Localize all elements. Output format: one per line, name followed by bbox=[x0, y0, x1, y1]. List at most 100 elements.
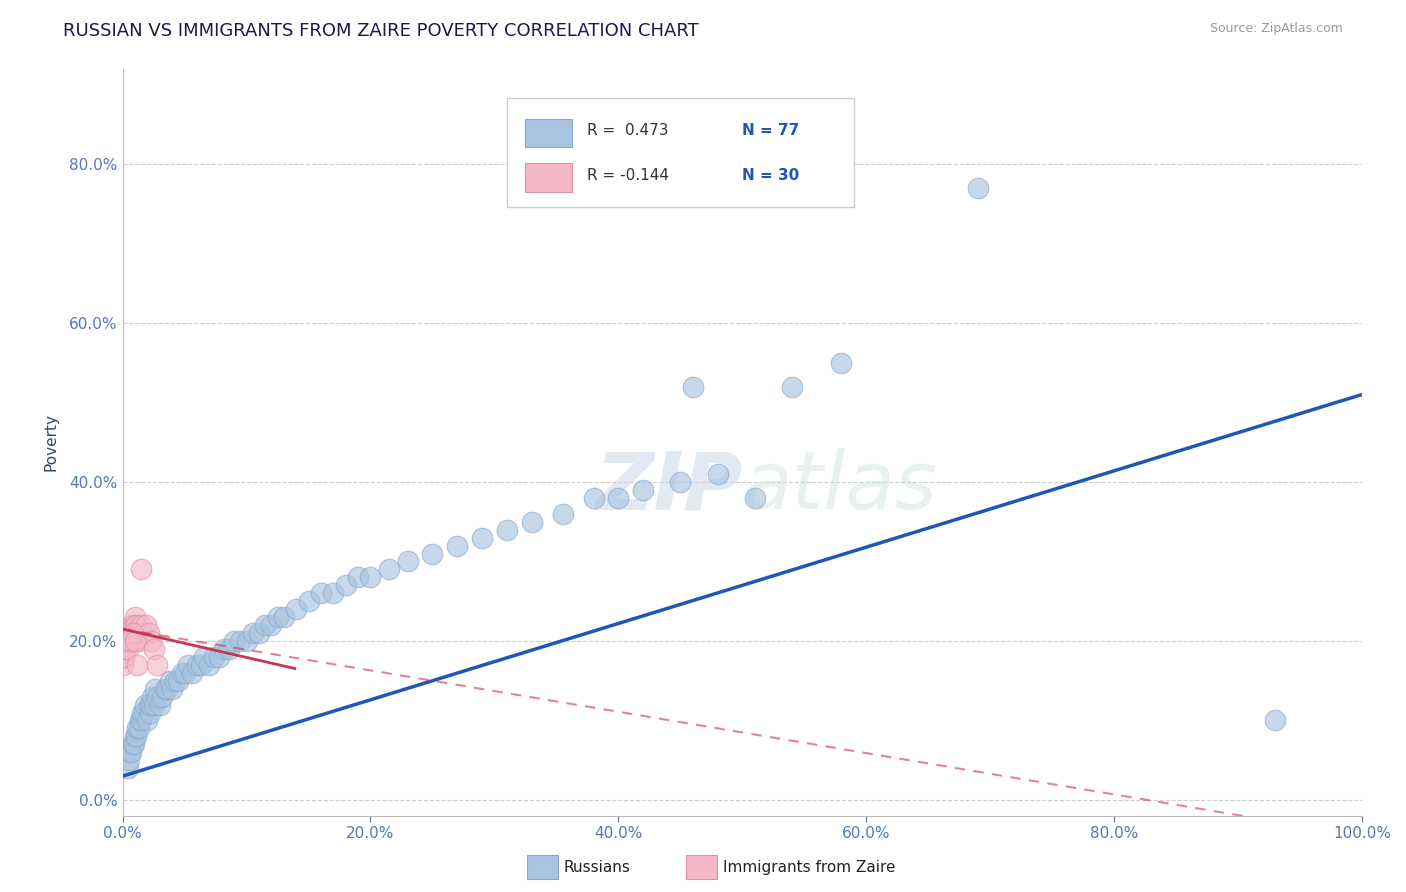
Point bbox=[309, 586, 332, 600]
Point bbox=[131, 706, 153, 720]
Point bbox=[153, 681, 176, 696]
Point bbox=[347, 570, 370, 584]
Point bbox=[115, 634, 138, 648]
Point bbox=[193, 649, 215, 664]
Point bbox=[127, 657, 149, 672]
Point bbox=[446, 539, 468, 553]
Point bbox=[159, 673, 181, 688]
Point bbox=[495, 523, 517, 537]
Point bbox=[202, 649, 225, 664]
Point bbox=[273, 610, 295, 624]
Point bbox=[208, 649, 231, 664]
Point bbox=[136, 714, 159, 728]
Point bbox=[132, 626, 155, 640]
Point bbox=[121, 626, 143, 640]
Point bbox=[669, 475, 692, 489]
Point bbox=[118, 626, 141, 640]
Point bbox=[966, 181, 988, 195]
Point bbox=[138, 698, 160, 712]
Point bbox=[122, 618, 145, 632]
Point bbox=[218, 642, 240, 657]
Point bbox=[186, 657, 208, 672]
Point bbox=[124, 634, 146, 648]
Point bbox=[120, 618, 142, 632]
Point bbox=[160, 681, 183, 696]
Point bbox=[129, 618, 152, 632]
Text: RUSSIAN VS IMMIGRANTS FROM ZAIRE POVERTY CORRELATION CHART: RUSSIAN VS IMMIGRANTS FROM ZAIRE POVERTY… bbox=[63, 22, 699, 40]
Point bbox=[118, 753, 141, 767]
Point bbox=[396, 554, 419, 568]
Text: N = 30: N = 30 bbox=[742, 168, 800, 183]
Point bbox=[117, 634, 139, 648]
Point bbox=[190, 657, 212, 672]
Point bbox=[167, 673, 190, 688]
Point bbox=[118, 626, 141, 640]
FancyBboxPatch shape bbox=[506, 98, 853, 207]
Text: ZIP: ZIP bbox=[595, 448, 742, 526]
Point bbox=[127, 626, 149, 640]
Point bbox=[124, 610, 146, 624]
Point bbox=[235, 634, 257, 648]
Text: atlas: atlas bbox=[742, 448, 936, 526]
Point bbox=[112, 649, 135, 664]
Point bbox=[247, 626, 270, 640]
Point bbox=[335, 578, 357, 592]
Point bbox=[118, 745, 141, 759]
Point bbox=[780, 379, 803, 393]
Point bbox=[631, 483, 654, 497]
Point bbox=[121, 737, 143, 751]
Bar bbox=[526, 119, 572, 147]
Point bbox=[122, 737, 145, 751]
Point bbox=[132, 706, 155, 720]
Point bbox=[149, 698, 172, 712]
Point bbox=[181, 665, 204, 680]
Point bbox=[607, 491, 630, 505]
Point bbox=[138, 626, 160, 640]
Point bbox=[422, 547, 444, 561]
Point bbox=[163, 673, 186, 688]
Point bbox=[146, 690, 169, 704]
Point bbox=[128, 634, 150, 648]
Point bbox=[551, 507, 574, 521]
Point bbox=[129, 714, 152, 728]
Point bbox=[744, 491, 766, 505]
Point bbox=[115, 634, 138, 648]
Point bbox=[125, 730, 148, 744]
Point bbox=[285, 602, 308, 616]
Point bbox=[112, 649, 135, 664]
Point bbox=[150, 690, 173, 704]
Point bbox=[114, 642, 136, 657]
Point bbox=[378, 562, 401, 576]
Point bbox=[111, 657, 134, 672]
Point bbox=[121, 618, 143, 632]
Point bbox=[118, 634, 141, 648]
Text: R = -0.144: R = -0.144 bbox=[588, 168, 669, 183]
Point bbox=[1264, 714, 1286, 728]
Point bbox=[114, 642, 136, 657]
Point bbox=[682, 379, 704, 393]
Text: N = 77: N = 77 bbox=[742, 123, 800, 138]
Point bbox=[322, 586, 344, 600]
Point bbox=[254, 618, 277, 632]
Point bbox=[830, 356, 852, 370]
Point bbox=[129, 562, 152, 576]
Point bbox=[471, 531, 494, 545]
Point bbox=[266, 610, 288, 624]
Point bbox=[142, 642, 165, 657]
Point bbox=[128, 722, 150, 736]
Point bbox=[120, 745, 142, 759]
Point bbox=[177, 657, 200, 672]
Point bbox=[142, 698, 165, 712]
Point bbox=[141, 690, 163, 704]
Point bbox=[125, 618, 148, 632]
Point bbox=[129, 714, 152, 728]
Point bbox=[793, 177, 815, 191]
Point bbox=[127, 722, 149, 736]
Text: R =  0.473: R = 0.473 bbox=[588, 123, 669, 138]
Point bbox=[224, 634, 246, 648]
Point bbox=[198, 657, 221, 672]
Point bbox=[706, 467, 728, 481]
Text: Source: ZipAtlas.com: Source: ZipAtlas.com bbox=[1209, 22, 1343, 36]
Point bbox=[139, 698, 162, 712]
Point bbox=[260, 618, 283, 632]
